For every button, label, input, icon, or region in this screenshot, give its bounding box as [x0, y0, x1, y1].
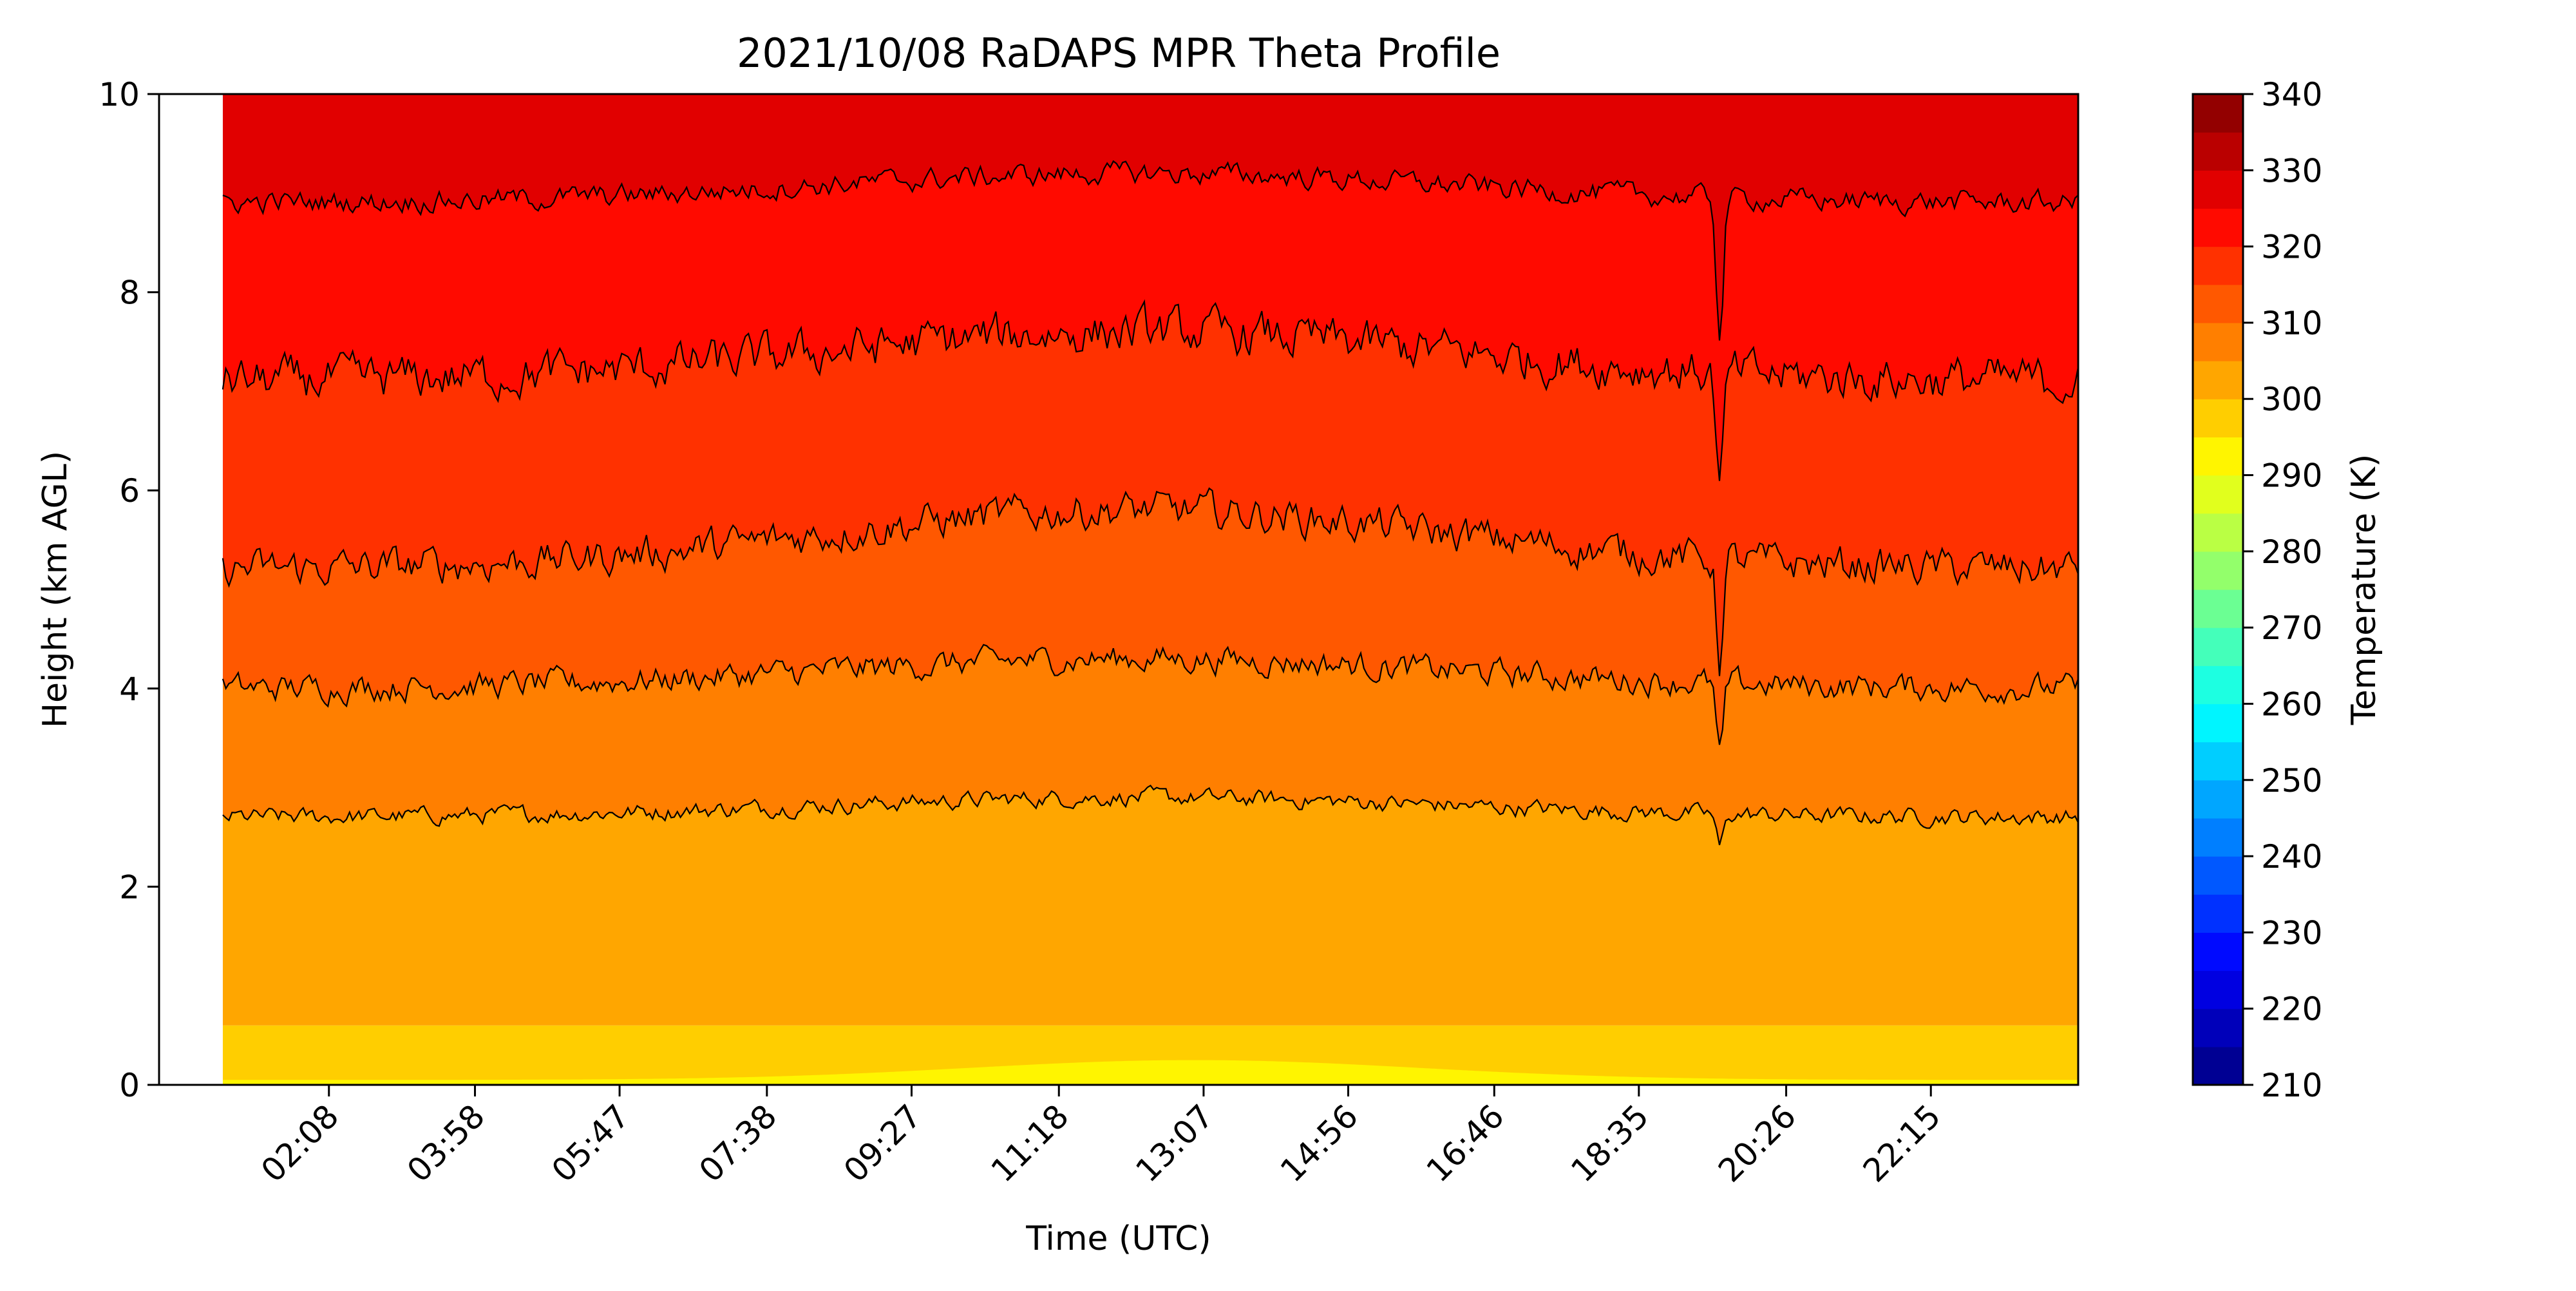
colorbar-swatch	[2193, 94, 2243, 133]
colorbar-tick-label: 250	[2261, 762, 2322, 799]
colorbar-swatch	[2193, 932, 2243, 971]
colorbar-swatch	[2193, 475, 2243, 514]
colorbar-swatch	[2193, 703, 2243, 743]
chart-title: 2021/10/08 RaDAPS MPR Theta Profile	[737, 30, 1501, 77]
y-tick-label: 8	[119, 274, 140, 312]
colorbar-tick-label: 280	[2261, 533, 2322, 571]
colorbar-swatch	[2193, 970, 2243, 1009]
y-tick-label: 6	[119, 472, 140, 510]
y-axis: 0 2 4 6 8 10	[99, 76, 159, 1104]
colorbar-swatch	[2193, 132, 2243, 171]
contour-band	[222, 1060, 2078, 1085]
isentrope-line	[222, 160, 2078, 341]
colorbar-tick-label: 340	[2261, 76, 2322, 113]
isentrope-line	[222, 487, 2078, 676]
colorbar-tick-label: 210	[2261, 1067, 2322, 1104]
colorbar-ticks: 210 220 230 240 250 260 270 280 290 300 310 320 330 3…	[2243, 76, 2322, 1104]
colorbar-tick-label: 300	[2261, 381, 2322, 418]
colorbar-frame	[2192, 93, 2244, 1086]
colorbar-swatch	[2193, 627, 2243, 666]
colorbar-tick-label: 330	[2261, 152, 2322, 189]
colorbar-label: Temperature (K)	[2345, 454, 2383, 726]
colorbar	[2193, 94, 2243, 1085]
colorbar-swatch	[2193, 818, 2243, 857]
colorbar-tick-label: 310	[2261, 305, 2322, 342]
colorbar-swatch	[2193, 361, 2243, 399]
colorbar-tick-label: 240	[2261, 838, 2322, 875]
colorbar-tick-label: 220	[2261, 991, 2322, 1028]
contour-fills	[159, 94, 2078, 1085]
contour-lines	[222, 160, 2078, 845]
isentrope-line	[222, 644, 2078, 745]
y-axis-label: Height (km AGL)	[36, 451, 75, 728]
contour-band	[222, 301, 2078, 676]
colorbar-swatch	[2193, 1046, 2243, 1085]
colorbar-swatch	[2193, 894, 2243, 933]
contour-band	[222, 644, 2078, 845]
colorbar-tick-label: 270	[2261, 609, 2322, 647]
isentrope-line	[222, 299, 2078, 481]
colorbar-swatch	[2193, 665, 2243, 705]
colorbar-swatch	[2193, 284, 2243, 323]
colorbar-tick-label: 260	[2261, 685, 2322, 723]
colorbar-tick-label: 320	[2261, 229, 2322, 266]
contour-band	[222, 785, 2078, 1026]
plot-frame	[158, 93, 2079, 1086]
x-axis-label: Time (UTC)	[1025, 1219, 1211, 1258]
colorbar-swatch	[2193, 170, 2243, 209]
colorbar-tick-label: 290	[2261, 457, 2322, 495]
y-tick-label: 2	[119, 868, 140, 906]
colorbar-swatch	[2193, 246, 2243, 285]
colorbar-swatch	[2193, 1008, 2243, 1047]
contour-band	[222, 1025, 2078, 1085]
y-tick-label: 10	[99, 76, 140, 113]
colorbar-swatch	[2193, 208, 2243, 247]
colorbar-tick-label: 230	[2261, 914, 2322, 952]
colorbar-swatch	[2193, 437, 2243, 476]
contour-band	[222, 161, 2078, 481]
y-tick-label: 4	[119, 671, 140, 708]
colorbar-swatch	[2193, 551, 2243, 590]
plot-area	[159, 94, 2078, 1085]
contour-band	[222, 94, 2078, 341]
colorbar-swatch	[2193, 741, 2243, 781]
colorbar-swatch	[2193, 589, 2243, 628]
colorbar-swatch	[2193, 322, 2243, 361]
colorbar-swatch	[2193, 399, 2243, 437]
colorbar-swatch	[2193, 779, 2243, 819]
isentrope-line	[222, 784, 2078, 845]
colorbar-swatch	[2193, 513, 2243, 552]
colorbar-swatch	[2193, 856, 2243, 895]
y-tick-label: 0	[119, 1067, 140, 1104]
missing-data-region	[159, 94, 223, 1085]
